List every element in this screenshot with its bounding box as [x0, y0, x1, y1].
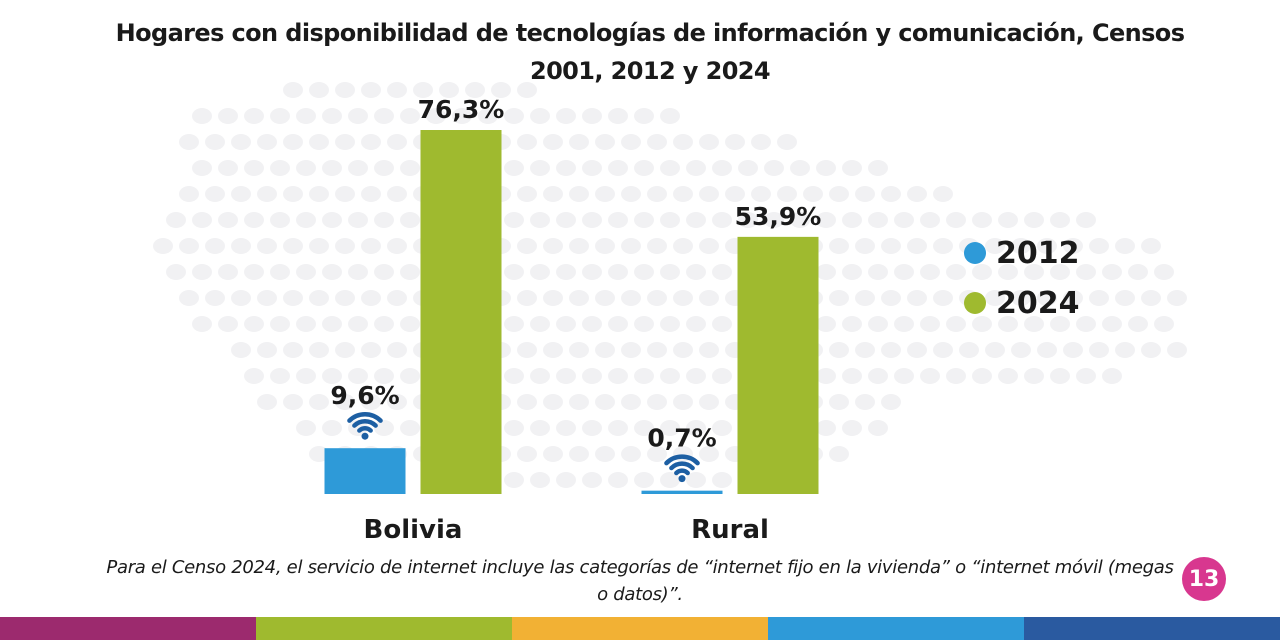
- value-label-bolivia-2024: 76,3%: [418, 95, 505, 124]
- legend-label-2012: 2012: [996, 235, 1080, 271]
- bar-bolivia-2012: [324, 448, 406, 494]
- category-label-bolivia: Bolivia: [364, 515, 463, 545]
- footer-segment-4: [768, 617, 1024, 640]
- bar-rural-2012: [641, 490, 723, 494]
- value-label-bolivia-2012: 9,6%: [330, 381, 399, 410]
- legend-dot-2024: [964, 292, 986, 314]
- bar-chart: 9,6% 76,3% Bolivia 0,7% 53,9% Rural: [324, 95, 822, 545]
- legend-item-2012: 2012: [964, 228, 1080, 278]
- bar-bolivia-2024: [420, 130, 502, 494]
- footnote: Para el Censo 2024, el servicio de inter…: [106, 557, 1174, 605]
- footer-segment-5: [1024, 617, 1280, 640]
- footer-segment-3: [512, 617, 768, 640]
- footer-segment-2: [256, 617, 512, 640]
- legend-dot-2012: [964, 242, 986, 264]
- wifi-icon: [664, 454, 700, 483]
- category-label-rural: Rural: [691, 515, 769, 545]
- wifi-icon: [347, 412, 383, 440]
- value-label-rural-2024: 53,9%: [735, 202, 822, 231]
- bar-rural-2024: [737, 236, 819, 495]
- footer-color-bar: [0, 617, 1280, 640]
- legend-item-2024: 2024: [964, 278, 1080, 328]
- legend-label-2024: 2024: [996, 285, 1080, 321]
- legend: 2012 2024: [964, 228, 1080, 328]
- page-number-badge: 13: [1182, 557, 1226, 601]
- value-label-rural-2012: 0,7%: [647, 424, 716, 453]
- footer-segment-1: [0, 617, 256, 640]
- chart-title: Hogares con disponibilidad de tecnología…: [115, 19, 1185, 85]
